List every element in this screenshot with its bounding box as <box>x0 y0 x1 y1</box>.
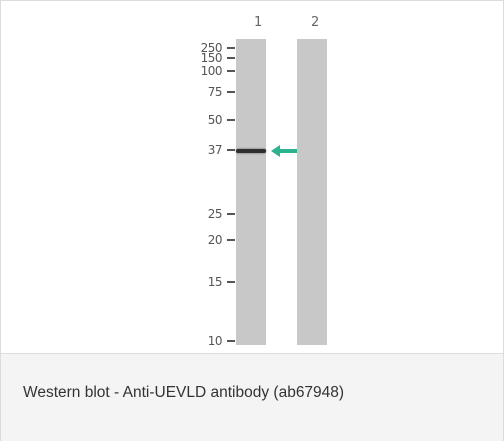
marker-label: 25 <box>207 207 223 221</box>
marker-tick <box>227 57 235 59</box>
figure-caption: Western blot - Anti-UEVLD antibody (ab67… <box>23 384 345 401</box>
marker-150: 150 <box>185 51 235 65</box>
marker-tick <box>227 70 235 72</box>
marker-label: 10 <box>207 334 223 348</box>
caption-bar: Western blot - Anti-UEVLD antibody (ab67… <box>1 353 503 441</box>
marker-tick <box>227 213 235 215</box>
band-arrow-icon <box>271 145 297 157</box>
marker-label: 100 <box>200 64 223 78</box>
marker-label: 75 <box>207 85 223 99</box>
marker-tick <box>227 119 235 121</box>
marker-label: 250 <box>200 41 223 55</box>
lane-2 <box>297 39 327 345</box>
marker-tick <box>227 91 235 93</box>
marker-label: 50 <box>207 113 223 127</box>
lane-1 <box>236 39 266 345</box>
marker-75: 75 <box>185 85 235 99</box>
marker-tick <box>227 281 235 283</box>
marker-label: 20 <box>207 233 223 247</box>
marker-tick <box>227 149 235 151</box>
marker-tick <box>227 47 235 49</box>
marker-label: 37 <box>207 143 223 157</box>
marker-15: 15 <box>185 275 235 289</box>
marker-label: 150 <box>200 51 223 65</box>
marker-37: 37 <box>185 143 235 157</box>
marker-label: 15 <box>207 275 223 289</box>
blot-panel: 1 2 250 150 100 75 50 3 <box>173 13 345 353</box>
marker-tick <box>227 239 235 241</box>
marker-tick <box>227 340 235 342</box>
marker-10: 10 <box>185 334 235 348</box>
lane-label-2: 2 <box>311 15 320 30</box>
marker-250: 250 <box>185 41 235 55</box>
marker-20: 20 <box>185 233 235 247</box>
marker-25: 25 <box>185 207 235 221</box>
marker-50: 50 <box>185 113 235 127</box>
protein-band <box>236 149 266 153</box>
marker-100: 100 <box>185 64 235 78</box>
western-blot-image[interactable]: 1 2 250 150 100 75 50 3 <box>1 1 503 353</box>
lane-label-1: 1 <box>254 15 263 30</box>
